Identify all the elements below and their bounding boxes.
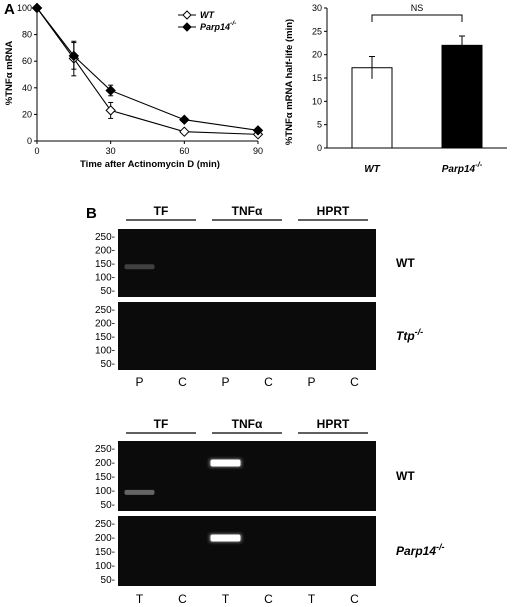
gel-header-1: TNFα	[232, 417, 263, 431]
bar-chart-y-tick-label: 20	[312, 50, 322, 60]
line-chart-y-tick-label: 80	[22, 30, 32, 40]
significance-bracket	[371, 14, 463, 22]
gel-header-2: HPRT	[317, 417, 350, 431]
bar-chart-y-tick-label: 30	[312, 3, 322, 13]
ladder-label: 250-	[95, 519, 115, 530]
bar-0	[351, 67, 393, 149]
legend-label: WT	[200, 10, 215, 20]
bar-chart-y-tick-label: 0	[317, 143, 322, 153]
gel-background	[118, 441, 376, 511]
legend-label: Parp14-/-	[200, 20, 237, 32]
gel-band	[210, 459, 241, 467]
lane-label: C	[350, 592, 359, 606]
lane-label: C	[178, 375, 187, 389]
lane-label: C	[178, 592, 187, 606]
ladder-label: 250-	[95, 305, 115, 316]
line-chart-x-tick-label: 90	[253, 146, 263, 156]
gel-header-0: TF	[154, 417, 169, 431]
genotype-label: Ttp-/-	[396, 327, 423, 343]
gel-background	[118, 302, 376, 370]
genotype-label: WT	[396, 256, 415, 270]
gel-image	[118, 516, 376, 586]
bar-chart-y-tick-label: 10	[312, 96, 322, 106]
gel-header-2: HPRT	[317, 204, 350, 218]
bar-chart-y-tick-label: 15	[312, 73, 322, 83]
gel-image	[118, 441, 376, 511]
ladder-label: 50-	[101, 500, 115, 511]
genotype-label: Parp14-/-	[396, 542, 445, 558]
ladder-label: 100-	[95, 346, 115, 357]
ladder-label: 50-	[101, 359, 115, 370]
line-chart-y-tick-label: 20	[22, 109, 32, 119]
line-chart-x-tick-label: 0	[34, 146, 39, 156]
line-chart: %TNFα mRNA Time after Actinomycin D (min…	[4, 2, 264, 170]
gel-set-top: TF TNFα HPRT 250- 200- 150- 100- 50- WT 250- 200- 1…	[95, 204, 423, 389]
ladder-label: 150-	[95, 332, 115, 343]
data-point	[179, 114, 190, 125]
bar-chart: %TNFα mRNA half-life (min) 051015202530 …	[284, 3, 507, 175]
data-point	[68, 50, 80, 62]
line-chart-x-tick-label: 30	[106, 146, 116, 156]
line-series-parp14-ko	[31, 2, 264, 136]
bar-category-label: Parp14-/-	[442, 160, 483, 175]
data-point	[252, 125, 264, 136]
ladder-label: 150-	[95, 472, 115, 483]
gel-band	[124, 489, 155, 495]
gel-header-0: TF	[154, 204, 169, 218]
ladder-label: 50-	[101, 286, 115, 297]
legend-marker	[182, 10, 192, 20]
significance-label: NS	[411, 3, 424, 13]
bar-1	[441, 44, 483, 149]
panel-a-label: A	[4, 1, 15, 18]
bar-chart-y-axis-title: %TNFα mRNA half-life (min)	[284, 19, 295, 145]
ladder-label: 200-	[95, 319, 115, 330]
gel-set-bottom: TF TNFα HPRT 250- 200- 150- 100- 50- WT 250- 200- 1…	[95, 417, 445, 606]
ladder-label: 100-	[95, 273, 115, 284]
legend-marker	[182, 22, 192, 32]
gel-background	[118, 229, 376, 297]
ladder-label: 200-	[95, 246, 115, 257]
gel-background	[118, 516, 376, 586]
ladder-label: 100-	[95, 561, 115, 572]
ladder-label: 200-	[95, 533, 115, 544]
gel-image	[118, 229, 376, 297]
ladder-label: 150-	[95, 259, 115, 270]
line-chart-x-axis-title: Time after Actinomycin D (min)	[80, 159, 220, 170]
lane-label: P	[221, 375, 229, 389]
gel-band	[210, 534, 241, 542]
data-point	[31, 2, 43, 14]
line-chart-y-axis-title: %TNFα mRNA	[4, 41, 15, 106]
lane-label: C	[350, 375, 359, 389]
lane-label: C	[264, 375, 273, 389]
line-chart-y-tick-label: 40	[22, 83, 32, 93]
line-chart-y-tick-label: 60	[22, 56, 32, 66]
line-chart-y-tick-label: 0	[27, 136, 32, 146]
bar-chart-y-tick-label: 5	[317, 120, 322, 130]
lane-label: P	[135, 375, 143, 389]
lane-label: T	[308, 592, 316, 606]
panel-b-label: B	[86, 205, 97, 222]
ladder-label: 50-	[101, 575, 115, 586]
data-point	[179, 126, 190, 137]
ladder-label: 250-	[95, 444, 115, 455]
line-chart-y-tick-label: 100	[17, 3, 32, 13]
gel-band	[124, 264, 155, 270]
lane-label: C	[264, 592, 273, 606]
ladder-label: 200-	[95, 458, 115, 469]
bar-chart-y-tick-label: 25	[312, 26, 322, 36]
genotype-label: WT	[396, 469, 415, 483]
gel-header-1: TNFα	[232, 204, 263, 218]
line-chart-x-tick-label: 60	[179, 146, 189, 156]
bar-category-label: WT	[364, 164, 380, 175]
ladder-label: 150-	[95, 547, 115, 558]
data-point	[105, 105, 116, 116]
lane-label: T	[222, 592, 230, 606]
lane-label: P	[307, 375, 315, 389]
gel-image	[118, 302, 376, 370]
ladder-label: 100-	[95, 486, 115, 497]
lane-label: T	[136, 592, 144, 606]
ladder-label: 250-	[95, 232, 115, 243]
data-point	[105, 85, 116, 96]
